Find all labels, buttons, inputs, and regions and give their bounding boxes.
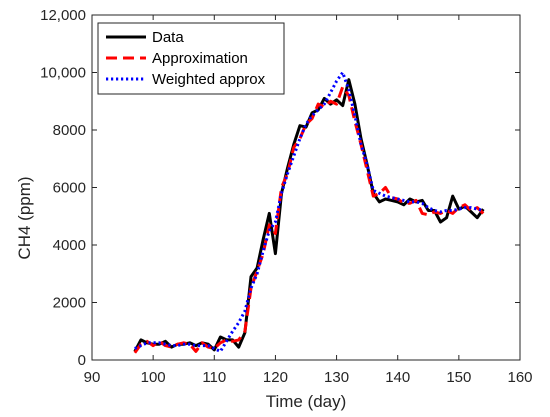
x-tick-label: 140 [385, 369, 410, 386]
y-tick-label: 8000 [53, 122, 86, 139]
legend-entry-label: Approximation [152, 50, 248, 67]
x-tick-label: 100 [141, 369, 166, 386]
y-axis-label: CH4 (ppm) [15, 176, 34, 259]
y-tick-label: 2000 [53, 295, 86, 312]
series-line-approximation [133, 85, 485, 354]
x-tick-label: 110 [202, 369, 226, 386]
x-tick-label: 150 [446, 369, 471, 386]
series-layer [133, 71, 485, 354]
y-tick-label: 12,000 [40, 7, 86, 24]
axes-layer: 90 100 110 120 130 140 150 160 0 2000 4000 6000 8000… [40, 7, 532, 386]
y-tick-label: 0 [78, 352, 86, 369]
legend: Data Approximation Weighted approx [97, 22, 285, 95]
x-tick-label: 130 [324, 369, 349, 386]
legend-entry-label: Weighted approx [152, 71, 266, 88]
x-tick-label: 160 [507, 369, 532, 386]
y-tick-label: 4000 [53, 237, 86, 254]
x-tick-label: 120 [263, 369, 288, 386]
y-tick-label: 6000 [53, 180, 86, 197]
x-tick-label: 90 [84, 369, 101, 386]
x-axis-label: Time (day) [266, 392, 347, 411]
legend-entry-label: Data [152, 29, 184, 46]
y-tick-label: 10,000 [40, 65, 86, 82]
